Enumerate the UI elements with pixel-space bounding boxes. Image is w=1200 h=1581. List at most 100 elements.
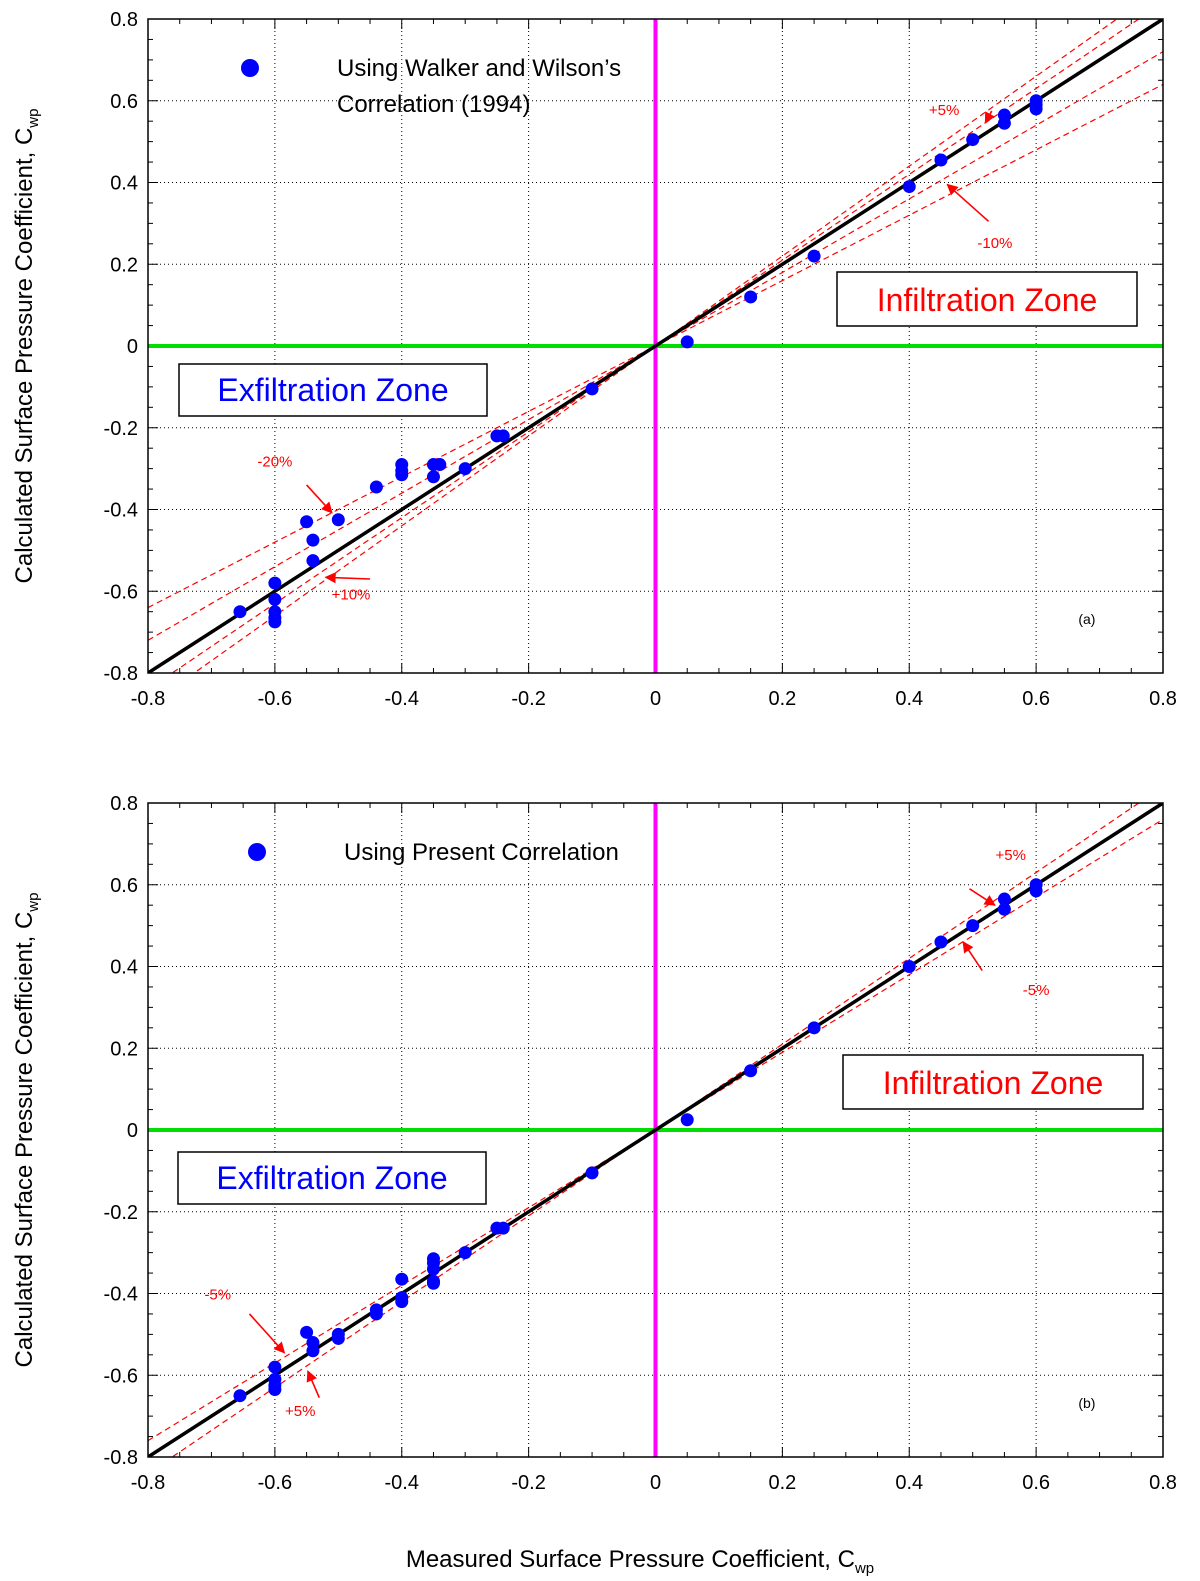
data-point (997, 892, 1011, 906)
data-point (458, 462, 472, 476)
infiltration-zone-label: Infiltration Zone (883, 1065, 1104, 1101)
data-point (233, 1389, 247, 1403)
data-point (268, 576, 282, 590)
y-tick-label: -0.2 (104, 1202, 138, 1224)
y-tick-label: 0.6 (110, 875, 138, 897)
data-point (306, 1344, 320, 1358)
data-point (300, 1325, 314, 1339)
x-tick-label: 0.6 (1022, 1472, 1050, 1494)
data-point (458, 1246, 472, 1260)
annotation-arrow (324, 572, 371, 584)
data-point (268, 1360, 282, 1374)
annotation-arrow (984, 110, 996, 124)
y-axis-title-sub: wp (25, 893, 42, 913)
x-tick-label: 0.4 (895, 688, 923, 710)
legend-label: Using Walker and Wilson’s (337, 55, 621, 82)
x-tick-label: 0.4 (895, 1472, 923, 1494)
y-tick-label: 0.4 (110, 957, 138, 979)
data-point (744, 290, 758, 304)
data-point (934, 153, 948, 167)
y-tick-label: -0.2 (104, 418, 138, 440)
data-point (585, 382, 599, 396)
x-tick-label: 0 (650, 688, 661, 710)
data-point (680, 1113, 694, 1127)
y-tick-label: 0 (127, 1120, 138, 1142)
data-point (331, 1331, 345, 1345)
legend-label: Correlation (1994) (337, 91, 530, 118)
data-point (902, 180, 916, 194)
x-tick-label: 0.2 (768, 688, 796, 710)
data-point (966, 133, 980, 147)
y-tick-label: -0.6 (104, 1365, 138, 1387)
data-point (331, 513, 345, 527)
chart-panel-b: -0.8 -0.8 -0.6 -0.6 -0.4 -0.4 -0.2 -0.2 0 0 0.2 0.2… (11, 793, 1177, 1494)
y-tick-label: 0.8 (110, 793, 138, 815)
annotation-arrow (969, 888, 996, 906)
error-bound-label: -20% (257, 454, 292, 471)
y-tick-label: 0.4 (110, 173, 138, 195)
panel-label: (b) (1078, 1395, 1095, 1411)
annotation-arrow (306, 484, 333, 514)
data-point (807, 1021, 821, 1035)
data-point (496, 1221, 510, 1235)
x-tick-label: -0.8 (131, 688, 165, 710)
data-point (306, 554, 320, 568)
x-tick-label: -0.4 (385, 1472, 419, 1494)
annotation-arrow (946, 183, 990, 222)
x-tick-label: 0.6 (1022, 688, 1050, 710)
annotation-arrow (962, 941, 983, 972)
data-point (426, 470, 440, 484)
y-tick-label: -0.8 (104, 1447, 138, 1469)
data-point (268, 592, 282, 606)
y-axis-title-sub: wp (25, 109, 42, 129)
infiltration-zone-box (836, 271, 1138, 327)
y-axis-title: Calculated Surface Pressure Coefficient,… (11, 893, 42, 1368)
x-tick-label: 0.2 (768, 1472, 796, 1494)
plot-frame (147, 802, 1164, 1458)
x-tick-label: 0.8 (1149, 688, 1177, 710)
error-bound-label: -5% (1023, 982, 1050, 999)
x-tick-label: -0.6 (258, 1472, 292, 1494)
error-bound-label: +5% (929, 102, 959, 119)
data-point (585, 1166, 599, 1180)
x-tick-label: -0.4 (385, 688, 419, 710)
data-point (300, 515, 314, 529)
panel-label: (a) (1078, 611, 1095, 627)
y-tick-label: 0.8 (110, 9, 138, 31)
chart-panel-a: -0.8 -0.8 -0.6 -0.6 -0.4 -0.4 -0.2 -0.2 0 0 0.2 0.2… (11, 9, 1177, 710)
data-point (426, 1262, 440, 1276)
data-point (744, 1064, 758, 1078)
x-tick-label: -0.2 (511, 1472, 545, 1494)
infiltration-zone-box (842, 1054, 1144, 1110)
exfiltration-zone-box (177, 1151, 487, 1205)
y-axis-title-main: Calculated Surface Pressure Coefficient,… (11, 128, 38, 584)
error-bound-label: +5% (285, 1403, 315, 1420)
data-point (934, 935, 948, 949)
annotation-arrow (248, 1313, 286, 1354)
data-point (680, 335, 694, 349)
data-point (1029, 94, 1043, 108)
data-point (369, 480, 383, 494)
plot-frame (147, 18, 1164, 674)
y-tick-label: -0.4 (104, 500, 138, 522)
data-point (395, 468, 409, 482)
exfiltration-zone-label: Exfiltration Zone (217, 372, 448, 408)
data-point (496, 429, 510, 443)
data-point (268, 615, 282, 629)
x-tick-label: 0.8 (1149, 1472, 1177, 1494)
data-point (966, 919, 980, 933)
legend-marker (241, 59, 259, 77)
data-point (997, 902, 1011, 916)
data-point (807, 249, 821, 263)
y-tick-label: -0.8 (104, 663, 138, 685)
error-bound-label: +10% (332, 586, 371, 603)
data-point (369, 1307, 383, 1321)
x-tick-label: -0.8 (131, 1472, 165, 1494)
error-bound-label: +5% (996, 847, 1026, 864)
y-tick-label: 0.2 (110, 1038, 138, 1060)
data-point (233, 605, 247, 619)
plot-area (148, 19, 1163, 673)
y-tick-label: -0.6 (104, 581, 138, 603)
error-bound-label: -5% (204, 1287, 231, 1304)
